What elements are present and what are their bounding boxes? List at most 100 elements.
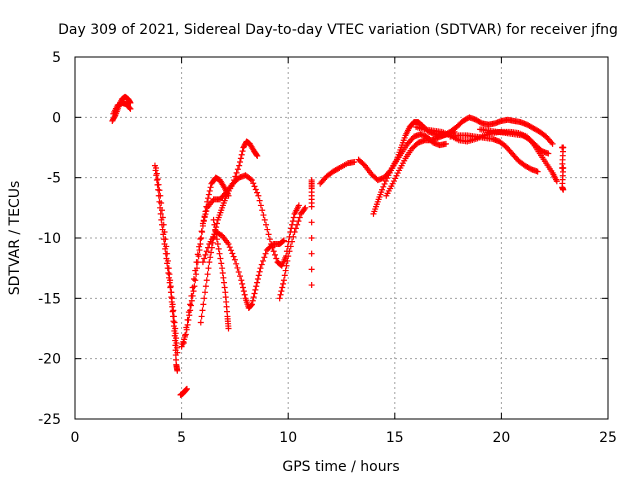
- data-point: [196, 243, 203, 250]
- data-point: [214, 241, 221, 248]
- data-point: [184, 321, 191, 328]
- x-tick-label: 15: [386, 430, 404, 446]
- data-point: [380, 183, 387, 190]
- data-point: [259, 207, 266, 214]
- data-point: [213, 236, 220, 243]
- data-point: [205, 191, 212, 198]
- data-point: [159, 214, 166, 221]
- data-point: [251, 183, 258, 190]
- data-point: [256, 197, 263, 204]
- data-point: [225, 325, 232, 332]
- data-point: [202, 251, 209, 258]
- data-point: [219, 265, 226, 272]
- data-point: [221, 279, 228, 286]
- data-point: [200, 217, 207, 224]
- data-point: [156, 187, 163, 194]
- data-point: [258, 261, 265, 268]
- data-point: [231, 256, 238, 263]
- data-point: [254, 279, 261, 286]
- data-point: [252, 186, 259, 193]
- data-point: [199, 259, 206, 266]
- data-point: [289, 218, 296, 225]
- data-point: [216, 250, 223, 257]
- data-point: [163, 243, 170, 250]
- data-point: [271, 251, 278, 258]
- data-point: [255, 272, 262, 279]
- data-point: [174, 349, 181, 356]
- data-point: [182, 331, 189, 338]
- data-point: [194, 251, 201, 258]
- data-point: [205, 265, 212, 272]
- data-point: [210, 216, 217, 223]
- y-tick-label: -15: [38, 291, 61, 307]
- data-point: [252, 286, 259, 293]
- data-point: [289, 221, 296, 228]
- y-tick-label: -20: [38, 352, 61, 368]
- data-point: [545, 150, 552, 157]
- data-point: [261, 254, 268, 261]
- data-point: [290, 233, 297, 240]
- data-point: [219, 269, 226, 276]
- data-point: [197, 235, 204, 242]
- data-point: [167, 283, 174, 290]
- data-point: [351, 158, 358, 165]
- data-point: [229, 250, 236, 257]
- data-point: [308, 282, 315, 289]
- data-point: [206, 187, 213, 194]
- data-point: [237, 158, 244, 165]
- data-point: [160, 221, 167, 228]
- x-tick-label: 0: [71, 430, 80, 446]
- data-point: [262, 250, 269, 257]
- x-tick-label: 20: [492, 430, 510, 446]
- data-point: [240, 284, 247, 291]
- data-point: [248, 302, 255, 309]
- data-point: [254, 276, 261, 283]
- data-point: [197, 241, 204, 248]
- data-point: [170, 307, 177, 314]
- data-point: [393, 172, 400, 179]
- data-point: [180, 339, 187, 346]
- data-point: [187, 302, 194, 309]
- data-point: [230, 253, 237, 260]
- data-point: [389, 180, 396, 187]
- data-point: [249, 297, 256, 304]
- data-point: [277, 291, 284, 298]
- data-point: [182, 332, 189, 339]
- data-point: [260, 212, 267, 219]
- data-point: [199, 307, 206, 314]
- data-point: [280, 237, 287, 244]
- data-point: [217, 255, 224, 262]
- data-point: [238, 277, 245, 284]
- data-point: [278, 288, 285, 295]
- data-point: [161, 228, 168, 235]
- data-point: [201, 214, 208, 221]
- data-point: [281, 272, 288, 279]
- data-point: [264, 226, 271, 233]
- data-point: [279, 284, 286, 291]
- data-point: [203, 207, 210, 214]
- data-point: [265, 231, 272, 238]
- data-point: [253, 151, 260, 158]
- data-point: [221, 284, 228, 291]
- data-point: [165, 265, 172, 272]
- chart-title: Day 309 of 2021, Sidereal Day-to-day VTE…: [58, 22, 618, 38]
- data-point: [215, 245, 222, 252]
- data-point: [241, 291, 248, 298]
- data-point: [228, 247, 235, 254]
- data-point: [202, 211, 209, 218]
- data-point: [153, 165, 160, 172]
- data-point: [127, 99, 134, 106]
- data-point: [553, 178, 560, 185]
- data-point: [394, 170, 401, 177]
- y-tick-label: 0: [52, 110, 61, 126]
- data-point: [158, 207, 165, 214]
- data-point: [240, 288, 247, 295]
- data-point: [280, 238, 287, 245]
- data-point: [168, 289, 175, 296]
- data-point: [203, 248, 210, 255]
- data-point: [220, 274, 227, 281]
- data-point: [301, 206, 308, 213]
- data-point: [190, 288, 197, 295]
- data-point: [270, 248, 277, 255]
